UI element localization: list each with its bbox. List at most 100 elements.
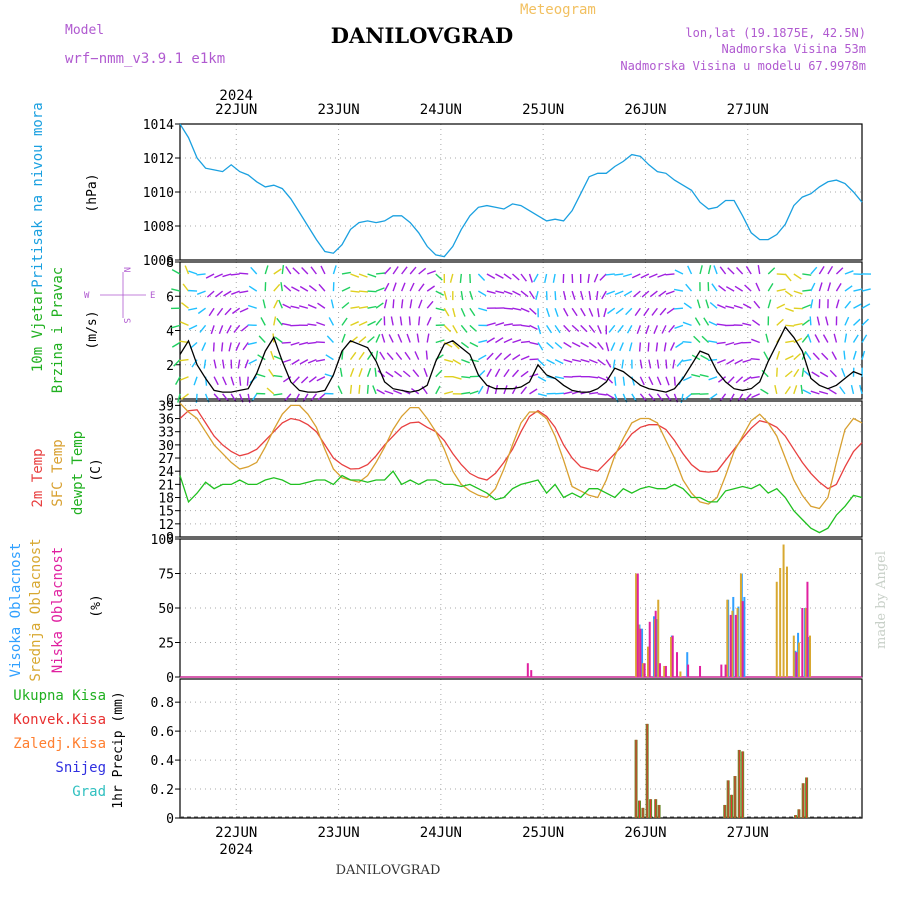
wind-arrow (709, 393, 718, 400)
low-cloud-bar (671, 635, 674, 677)
wind-arrow (367, 290, 377, 293)
mid-cloud-bar (808, 635, 811, 677)
wind-arrow (818, 282, 823, 292)
wind-arrow (645, 325, 650, 335)
wind-arrow (495, 273, 504, 279)
wind-arrow (793, 368, 800, 378)
precip-legend-item: Grad (72, 784, 106, 800)
wind-arrow (546, 358, 555, 365)
wind-arrow (809, 316, 812, 326)
low-cloud-bar (734, 614, 737, 677)
wind-arrow (619, 342, 624, 352)
bottom-date-label: 23JUN (317, 825, 359, 841)
top-date-label: 25JUN (522, 102, 564, 118)
wind-arrow (392, 299, 395, 309)
wind-arrow (597, 393, 607, 396)
wind-arrow (727, 376, 735, 384)
wind-arrow (622, 376, 626, 386)
low-cloud-bar (636, 573, 639, 677)
wind-arrow (666, 307, 675, 314)
wind-arrow (801, 319, 810, 326)
y-tick-label: 8 (166, 256, 174, 271)
wind-arrow (529, 373, 539, 378)
wind-arrow (512, 290, 521, 296)
wind-arrow (375, 350, 379, 360)
wind-arrow (273, 393, 283, 396)
wind-arrow (452, 308, 456, 318)
precip-conv-bar (727, 780, 729, 818)
wind-arrow (177, 393, 181, 403)
wind-arrow (529, 307, 537, 315)
wind-arrow (819, 371, 829, 378)
wind-arrow (435, 369, 443, 378)
wind-arrow (861, 288, 871, 292)
wind-arrow (537, 359, 545, 367)
wind-arrow (580, 358, 590, 363)
wind-arrow (589, 391, 599, 395)
wind-arrow (307, 323, 317, 327)
wind-arrow (580, 341, 589, 348)
wind-arrow (601, 290, 607, 300)
wind-arrow (563, 324, 571, 333)
wind-arrow (401, 266, 408, 275)
wind-arrow (273, 316, 277, 326)
wind-arrow (682, 321, 692, 327)
wind-arrow (801, 334, 809, 343)
wind-arrow (648, 359, 652, 369)
top-date-label: 22JUN (215, 102, 257, 118)
compass-west: W (84, 291, 90, 301)
wind-arrow (657, 273, 667, 278)
wind-arrow (655, 342, 659, 352)
wind-arrow (597, 342, 604, 351)
low-cloud-bar (676, 652, 679, 677)
mid-cloud-bar (679, 671, 682, 677)
wind-arrow (587, 273, 590, 283)
wind-arrow (375, 334, 381, 343)
wind-arrow (301, 267, 309, 275)
wind-arrow (231, 290, 240, 295)
wind-arrow (716, 323, 726, 327)
wind-arrow (537, 393, 547, 397)
wind-arrow (208, 307, 215, 317)
wind-arrow (486, 322, 496, 327)
wind-arrow (435, 273, 443, 281)
wind-arrow (469, 358, 479, 363)
wind-arrow (810, 266, 818, 275)
wind-arrow (188, 270, 198, 275)
low-cloud-bar (664, 665, 667, 677)
wind-arrow (554, 324, 561, 334)
wind-arrow (276, 317, 283, 326)
wind-arrow (268, 368, 275, 378)
low-cloud-bar (643, 663, 646, 677)
wind-arrow (750, 358, 760, 361)
wind-arrow (379, 351, 386, 360)
wind-arrow (367, 336, 375, 344)
wind-arrow (426, 333, 430, 343)
wind-arrow (520, 370, 529, 378)
wind-arrow (392, 282, 397, 292)
wind-arrow (571, 307, 578, 317)
wind-arrow (495, 337, 504, 344)
wind-arrow (478, 354, 487, 361)
bottom-date-label: 27JUN (727, 825, 769, 841)
y-tick-label: 50 (158, 602, 174, 617)
wind-arrow (554, 376, 565, 380)
wind-arrow (668, 324, 675, 333)
wind-arrow (696, 299, 701, 309)
wind-arrow (726, 359, 735, 365)
wind-arrow (337, 385, 343, 395)
wind-arrow (242, 342, 249, 351)
y-tick-label: 21 (158, 478, 174, 493)
wind-arrow (330, 299, 335, 309)
precip-conv-bar (806, 777, 808, 818)
wind-arrow (605, 273, 615, 276)
low-cloud-bar (729, 614, 732, 677)
wind-arrow (814, 334, 820, 343)
wind-arrow (375, 317, 383, 326)
wind-arrow (605, 376, 614, 384)
wind-arrow (281, 322, 291, 327)
wind-arrow (281, 265, 285, 275)
wind-arrow (188, 307, 198, 311)
wind-arrow (223, 290, 232, 297)
